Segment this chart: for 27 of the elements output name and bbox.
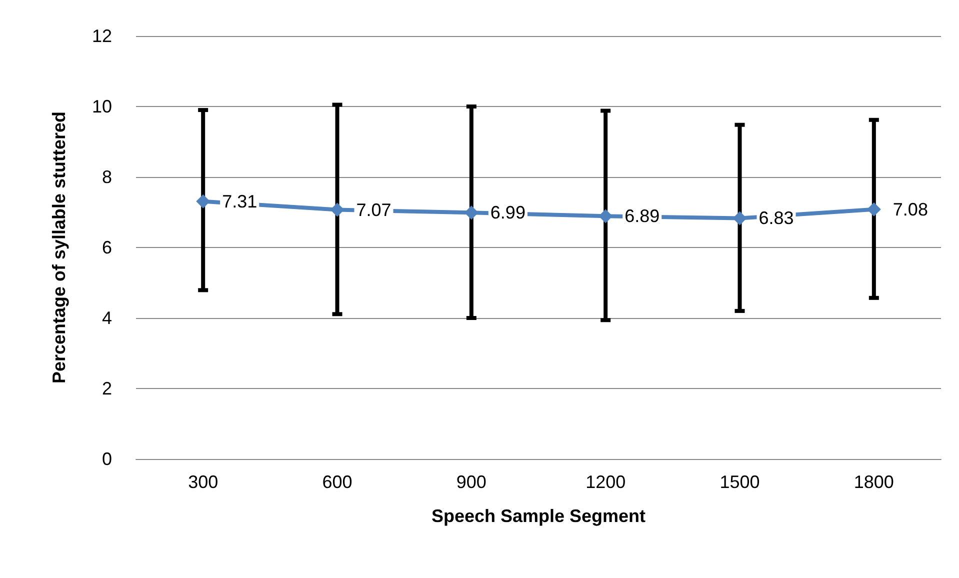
- data-label: 6.99: [490, 202, 526, 223]
- y-tick-label: 12: [92, 26, 112, 46]
- x-axis-title: Speech Sample Segment: [431, 506, 646, 526]
- point: [196, 194, 210, 208]
- point: [866, 202, 881, 216]
- data-label: 6.89: [624, 206, 660, 226]
- data-label: 6.83: [758, 208, 794, 228]
- point: [598, 209, 613, 224]
- x-tick-label: 1500: [720, 472, 760, 492]
- x-tick-label: 1200: [586, 472, 626, 492]
- y-tick-label: 6: [102, 238, 112, 258]
- y-tick-label: 8: [102, 167, 112, 187]
- y-tick-label: 10: [92, 96, 112, 116]
- x-tick-label: 300: [188, 472, 218, 492]
- point: [464, 206, 478, 220]
- y-axis-title: Percentage of syllable stuttered: [49, 111, 69, 384]
- y-tick-label: 4: [102, 308, 112, 328]
- x-tick-label: 1800: [854, 472, 894, 492]
- data-label: 7.07: [356, 200, 392, 220]
- y-tick-label: 2: [102, 378, 112, 398]
- x-tick-label: 600: [322, 472, 352, 492]
- point: [330, 202, 344, 217]
- data-label: 7.31: [222, 191, 258, 212]
- data-label: 7.08: [892, 199, 928, 220]
- y-tick-label: 0: [102, 449, 112, 469]
- x-tick-label: 900: [456, 472, 486, 492]
- point: [732, 211, 747, 226]
